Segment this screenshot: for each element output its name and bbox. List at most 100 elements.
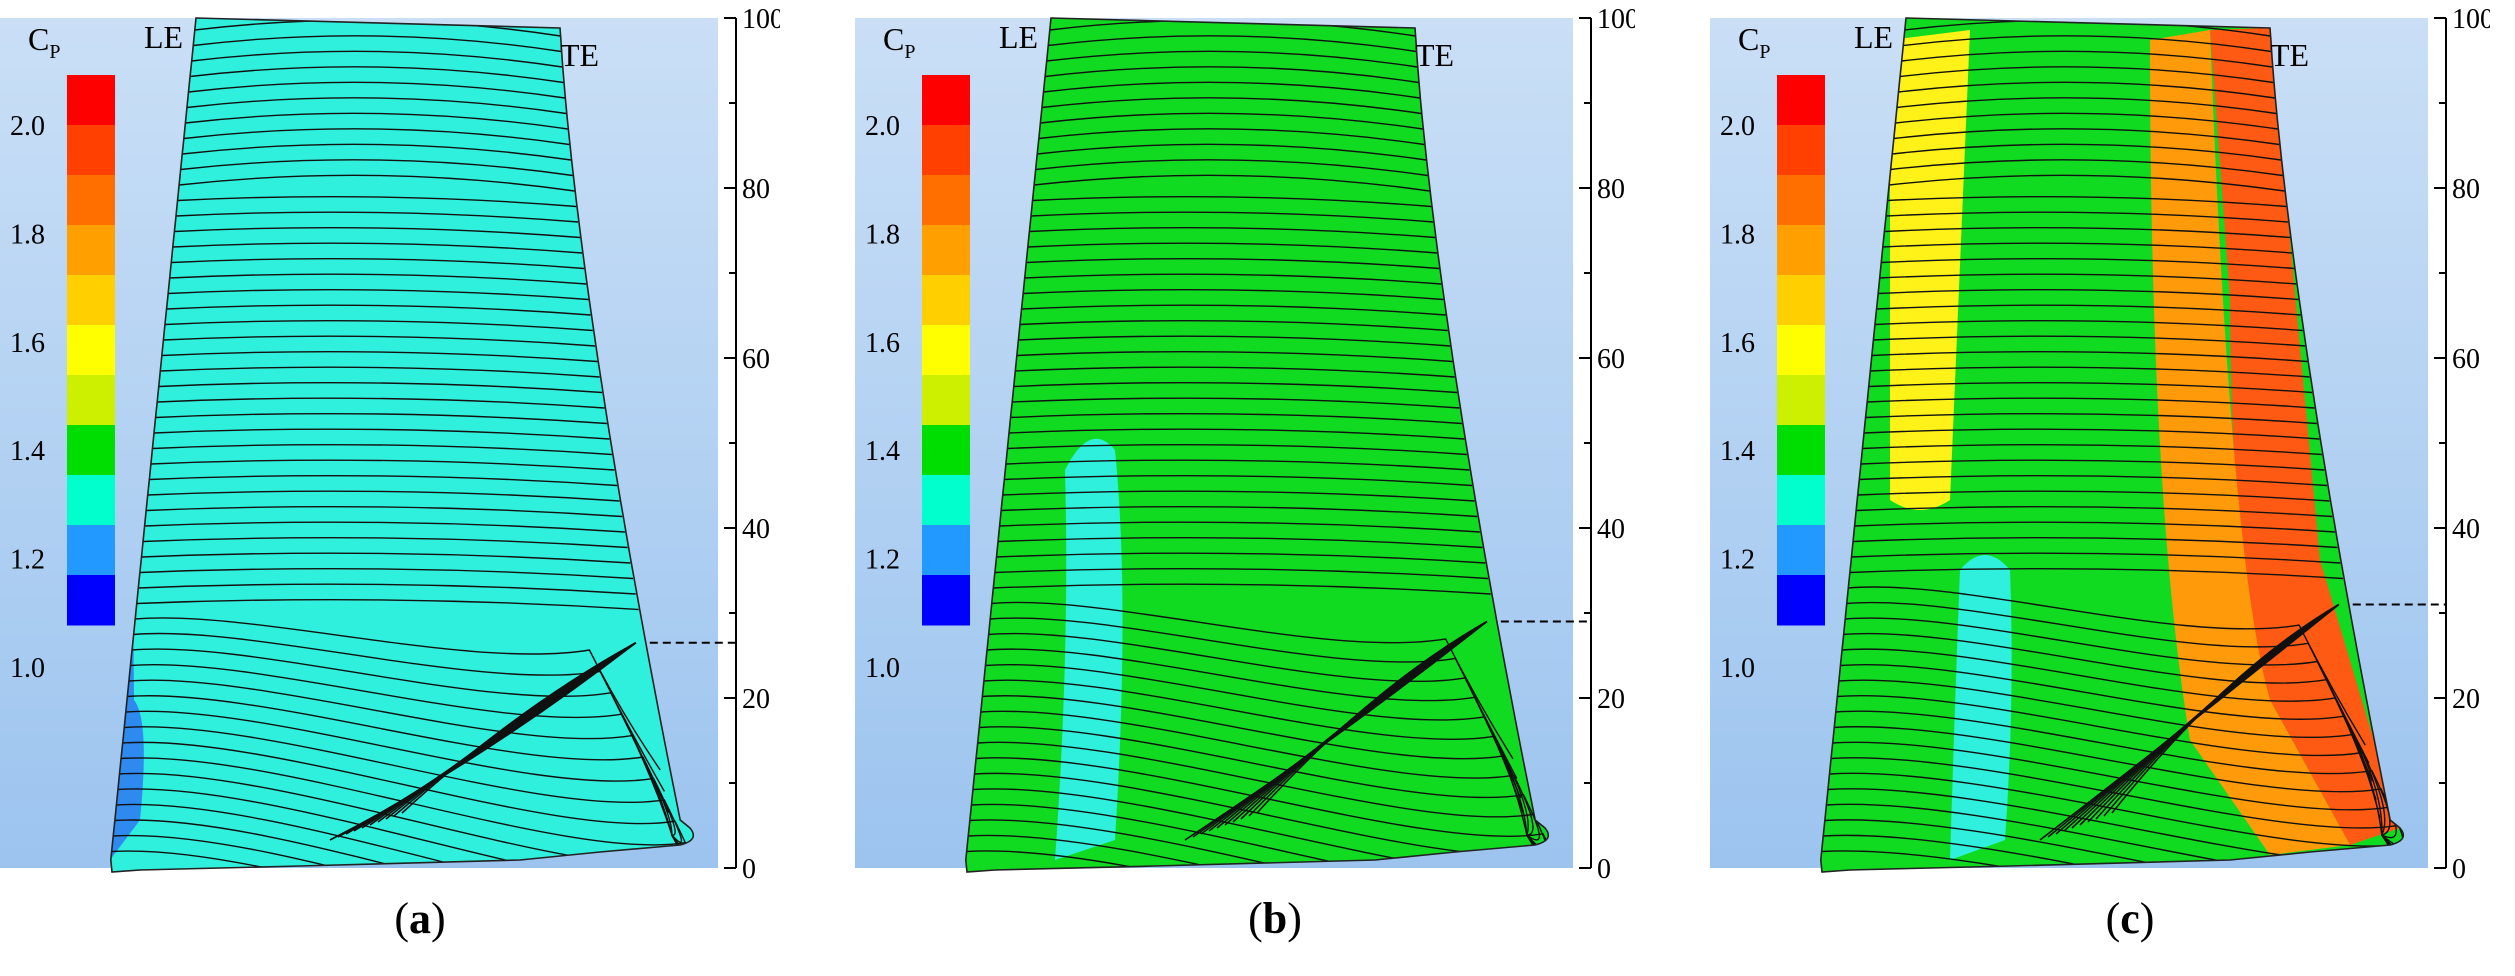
colorbar-swatch (67, 125, 115, 176)
streamline (136, 598, 639, 611)
span-axis (724, 17, 737, 869)
colorbar-swatch (1777, 525, 1825, 576)
colorbar-tick-label: 2.0 (1720, 111, 1755, 142)
panel-c: CP 2.0 1.8 1.6 1.4 1.2 1.0 LE TE 100 80 60 40 20 0 (c) (1710, 0, 2490, 976)
streamline (1024, 273, 1442, 285)
streamline (1868, 381, 2313, 394)
streamline (1903, 35, 2272, 53)
blade-outline (964, 17, 1550, 873)
contour-band (2150, 30, 2350, 855)
streamline (135, 617, 661, 771)
streamline (1871, 350, 2308, 363)
colorbar-swatch (67, 75, 115, 126)
streamline (1879, 273, 2297, 285)
streamline (1824, 819, 2404, 872)
streamline (1867, 397, 2315, 409)
streamline (1837, 695, 2386, 836)
streamline (1874, 319, 2303, 332)
streamline (168, 288, 589, 301)
colorbar-tick-label: 1.6 (10, 328, 45, 359)
colorbar-title-sub: P (49, 41, 60, 63)
colorbar-swatch (922, 325, 970, 376)
span-axis-tick-label: 0 (2452, 854, 2466, 880)
span-axis-tick-label: 100 (2452, 4, 2490, 35)
span-axis-tick-label: 0 (1597, 854, 1611, 880)
colorbar-swatch (1777, 175, 1825, 226)
colorbar-swatch (1777, 225, 1825, 276)
streamline (1023, 288, 1444, 301)
leading-edge-label: LE (144, 19, 183, 55)
streamline (985, 663, 1528, 836)
streamline (117, 788, 694, 872)
streamline (1019, 319, 1448, 332)
streamline (1034, 174, 1430, 192)
streamline (1026, 257, 1440, 270)
streamline (1859, 474, 2328, 487)
streamline (1900, 66, 2274, 84)
colorbar-tick-label: 1.2 (865, 545, 900, 576)
colorbar-swatch (922, 575, 970, 626)
streamline (1007, 443, 1467, 456)
streamline (1851, 552, 2341, 564)
colorbar-tick-label: 1.0 (865, 653, 900, 684)
streamline (1004, 474, 1473, 487)
streamline (175, 211, 579, 223)
blade-outline (109, 17, 695, 873)
streamline (164, 319, 593, 332)
separation-streamline (1256, 620, 1488, 814)
streamline (1040, 112, 1423, 130)
colorbar-swatch (1777, 475, 1825, 526)
streamline (1860, 459, 2325, 471)
colorbar-swatch (67, 425, 115, 476)
colorbar-tick-label: 1.2 (1720, 545, 1755, 576)
streamline (1823, 834, 2404, 872)
colorbar-swatch (67, 225, 115, 276)
panel-b: CP 2.0 1.8 1.6 1.4 1.2 1.0 LE TE 100 80 60 40 20 0 (b) (855, 0, 1635, 976)
streamline (1901, 50, 2273, 68)
streamline (163, 335, 596, 347)
streamline (125, 710, 676, 836)
streamline (1005, 459, 1470, 471)
streamline (146, 505, 623, 518)
contour-band (1950, 555, 2012, 860)
colorbar-swatch (1777, 275, 1825, 326)
streamline (1831, 757, 2404, 859)
blade-surface (1820, 18, 2404, 872)
trailing-edge-label: TE (1415, 37, 1454, 73)
span-axis-tick-label: 80 (742, 174, 770, 205)
colorbar: CP2.01.81.61.41.21.0 (865, 21, 970, 684)
streamline (133, 632, 666, 792)
streamline (177, 195, 577, 208)
span-axis (2434, 17, 2447, 869)
streamline (1045, 66, 1419, 84)
streamline (1037, 143, 1427, 161)
colorbar-tick-label: 1.6 (865, 328, 900, 359)
streamline (128, 679, 673, 836)
colorbar: CP2.01.81.61.41.21.0 (1720, 21, 1825, 684)
contour-band (1055, 438, 1123, 860)
streamline (188, 81, 565, 99)
colorbar-swatch (922, 125, 970, 176)
span-axis-tick-label: 40 (742, 514, 770, 545)
streamline (1876, 304, 2301, 316)
streamline (116, 803, 694, 872)
streamline (166, 304, 591, 316)
colorbar-swatch (67, 475, 115, 526)
streamline (979, 726, 1541, 841)
streamline (160, 366, 600, 378)
streamline (127, 695, 673, 836)
streamline (121, 757, 694, 872)
streamline (1885, 211, 2289, 223)
span-axis-tick-label: 100 (1597, 4, 1635, 35)
streamline (152, 443, 612, 456)
span-axis-tick-label: 60 (2452, 344, 2480, 375)
colorbar-tick-label: 1.8 (1720, 219, 1755, 250)
streamlines (966, 19, 1549, 872)
streamline (1898, 81, 2275, 99)
streamline (982, 695, 1529, 836)
span-axis-tick-label: 100 (742, 4, 780, 35)
colorbar-tick-label: 1.4 (1720, 436, 1755, 467)
colorbar: CP2.01.81.61.41.21.0 (10, 21, 115, 684)
colorbar-swatch (922, 425, 970, 476)
